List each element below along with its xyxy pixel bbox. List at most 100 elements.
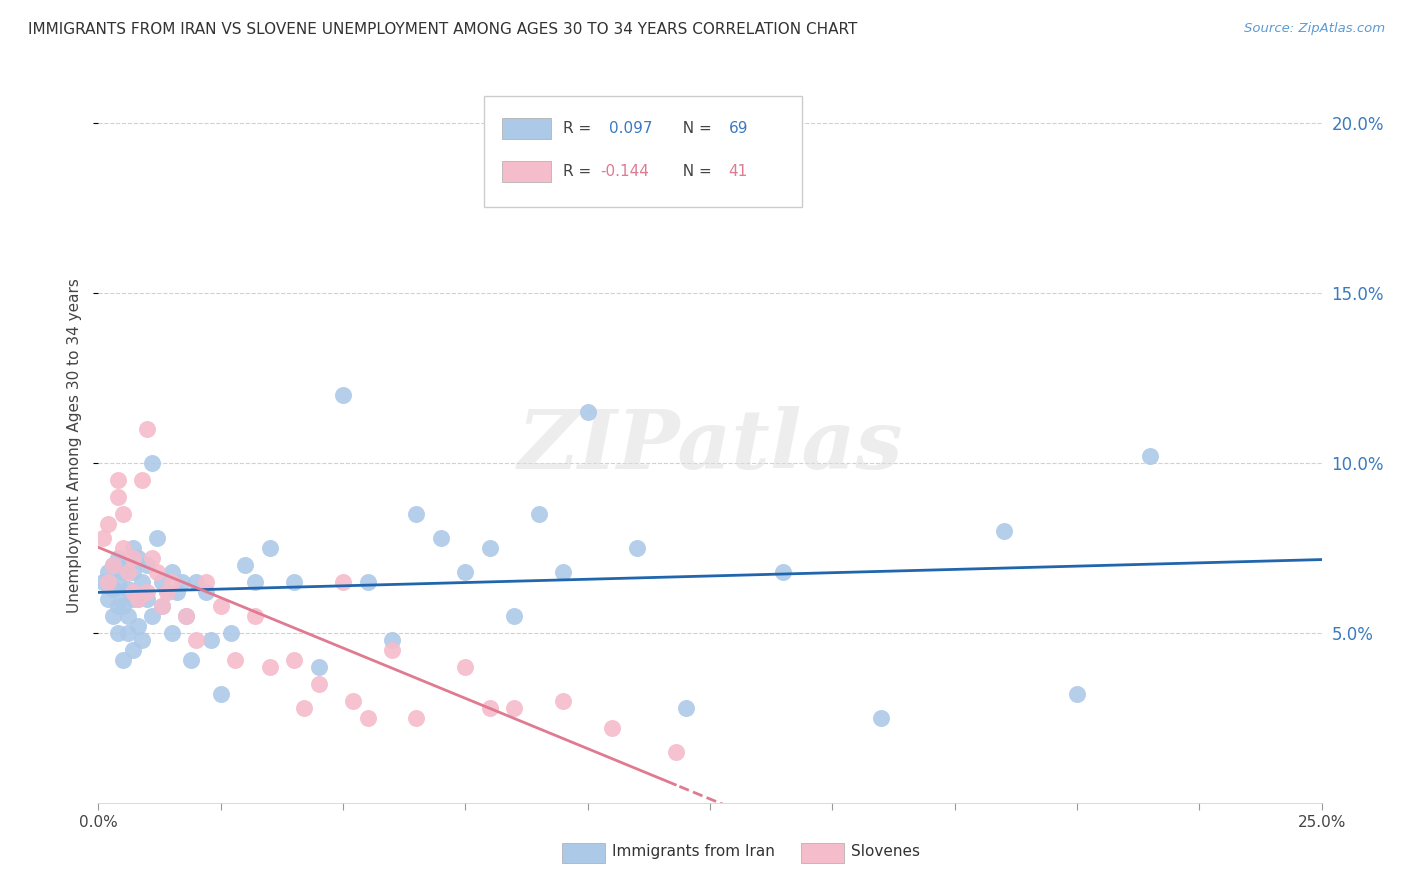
Point	[243, 574, 266, 589]
Point	[141, 551, 163, 566]
Text: IMMIGRANTS FROM IRAN VS SLOVENE UNEMPLOYMENT AMONG AGES 30 TO 34 YEARS CORRELATI: IMMIGRANTS FROM IRAN VS SLOVENE UNEMPLOY…	[28, 22, 858, 37]
Text: 0.097: 0.097	[609, 121, 652, 136]
Point	[381, 632, 404, 647]
Text: R =: R =	[564, 121, 596, 136]
Point	[186, 574, 208, 589]
Point	[131, 574, 153, 589]
Point	[381, 643, 404, 657]
Point	[107, 490, 129, 504]
Point	[665, 745, 688, 759]
Point	[209, 687, 232, 701]
Point	[131, 473, 153, 487]
Point	[553, 694, 575, 708]
Point	[356, 711, 378, 725]
Point	[141, 456, 163, 470]
Point	[503, 700, 526, 714]
Text: N =: N =	[673, 164, 717, 178]
Point	[160, 565, 183, 579]
Point	[166, 585, 188, 599]
Point	[1066, 687, 1088, 701]
Point	[527, 507, 550, 521]
Point	[870, 711, 893, 725]
Point	[454, 660, 477, 674]
Point	[405, 507, 427, 521]
Point	[101, 608, 124, 623]
Point	[170, 574, 193, 589]
Point	[503, 608, 526, 623]
FancyBboxPatch shape	[484, 96, 801, 207]
Y-axis label: Unemployment Among Ages 30 to 34 years: Unemployment Among Ages 30 to 34 years	[67, 278, 83, 614]
Point	[107, 626, 129, 640]
Point	[430, 531, 453, 545]
Point	[209, 599, 232, 613]
Point	[117, 565, 139, 579]
Point	[186, 632, 208, 647]
Point	[478, 541, 501, 555]
Point	[200, 632, 222, 647]
Point	[136, 422, 159, 436]
Point	[111, 565, 134, 579]
Point	[127, 591, 149, 606]
Text: Slovenes: Slovenes	[851, 845, 920, 859]
Point	[308, 660, 330, 674]
Point	[332, 574, 354, 589]
Point	[233, 558, 256, 572]
Point	[141, 608, 163, 623]
Point	[454, 565, 477, 579]
Point	[127, 619, 149, 633]
Point	[195, 574, 218, 589]
Point	[308, 677, 330, 691]
Point	[117, 608, 139, 623]
Point	[136, 558, 159, 572]
Bar	[502, 161, 551, 182]
Point	[176, 608, 198, 623]
Point	[111, 507, 134, 521]
Point	[772, 565, 794, 579]
Point	[176, 608, 198, 623]
Point	[156, 585, 179, 599]
Point	[101, 582, 124, 596]
Point	[121, 551, 143, 566]
Point	[117, 582, 139, 596]
Point	[107, 551, 129, 566]
Point	[111, 599, 134, 613]
Point	[224, 653, 246, 667]
Point	[219, 626, 242, 640]
Point	[405, 711, 427, 725]
Point	[97, 591, 120, 606]
Text: Source: ZipAtlas.com: Source: ZipAtlas.com	[1244, 22, 1385, 36]
Point	[91, 574, 114, 589]
Point	[156, 585, 179, 599]
Point	[107, 574, 129, 589]
Point	[97, 574, 120, 589]
Point	[127, 591, 149, 606]
Point	[146, 531, 169, 545]
Point	[259, 541, 281, 555]
Point	[600, 721, 623, 735]
Point	[121, 591, 143, 606]
Point	[259, 660, 281, 674]
Point	[576, 405, 599, 419]
Point	[111, 653, 134, 667]
Point	[342, 694, 364, 708]
Point	[150, 599, 173, 613]
Point	[117, 558, 139, 572]
Point	[150, 599, 173, 613]
Bar	[502, 118, 551, 139]
Point	[121, 585, 143, 599]
Point	[626, 541, 648, 555]
Point	[553, 565, 575, 579]
Point	[283, 653, 305, 667]
Point	[146, 565, 169, 579]
Text: 69: 69	[728, 121, 748, 136]
Point	[91, 531, 114, 545]
Point	[292, 700, 315, 714]
Point	[111, 585, 134, 599]
Point	[283, 574, 305, 589]
Point	[478, 700, 501, 714]
Text: N =: N =	[673, 121, 717, 136]
Point	[131, 632, 153, 647]
Point	[136, 585, 159, 599]
Point	[101, 558, 124, 572]
Point	[356, 574, 378, 589]
